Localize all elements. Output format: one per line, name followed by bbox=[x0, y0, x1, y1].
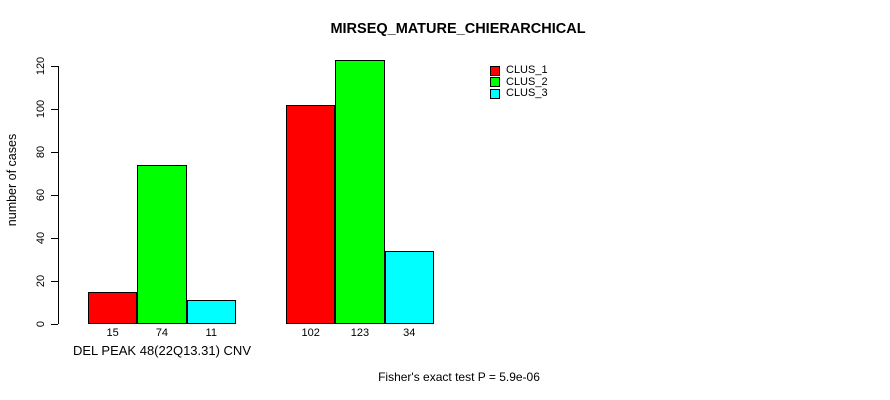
legend-item: CLUS_2 bbox=[490, 75, 548, 89]
y-tick-mark bbox=[51, 65, 58, 67]
bar-clus_1-group1 bbox=[88, 291, 138, 324]
bar-clus_3-group1 bbox=[186, 300, 236, 324]
y-tick-mark bbox=[51, 194, 58, 196]
chart-title: MIRSEQ_MATURE_CHIERARCHICAL bbox=[330, 21, 586, 37]
y-tick-mark bbox=[51, 151, 58, 153]
bar-value-label: 123 bbox=[350, 327, 370, 339]
legend-label: CLUS_1 bbox=[506, 64, 548, 77]
x-axis-label: DEL PEAK 48(22Q13.31) CNV bbox=[73, 343, 251, 358]
bar-clus_3-group2 bbox=[384, 250, 434, 324]
y-tick-label: 40 bbox=[35, 231, 47, 245]
bar-value-label: 74 bbox=[155, 327, 169, 339]
bar-value-label: 102 bbox=[301, 327, 320, 339]
y-tick-label: 0 bbox=[35, 320, 47, 328]
legend-label: CLUS_3 bbox=[506, 87, 548, 100]
legend-swatch-clus_2 bbox=[490, 77, 500, 88]
y-tick-mark bbox=[51, 323, 58, 325]
legend-item: CLUS_3 bbox=[490, 88, 548, 100]
legend: CLUS_1 CLUS_2 CLUS_3 bbox=[490, 65, 548, 100]
legend-swatch-clus_3 bbox=[490, 88, 500, 99]
y-axis-label: number of cases bbox=[5, 133, 19, 227]
bar-clus_2-group1 bbox=[137, 164, 187, 324]
y-tick-label: 60 bbox=[35, 188, 47, 202]
y-tick-mark bbox=[51, 280, 58, 282]
y-tick-mark bbox=[51, 108, 58, 110]
bar-value-label: 34 bbox=[403, 327, 416, 339]
y-axis-line bbox=[58, 66, 59, 324]
y-tick-label: 100 bbox=[35, 99, 47, 119]
legend-item: CLUS_1 bbox=[490, 65, 548, 77]
legend-swatch-clus_1 bbox=[490, 65, 500, 76]
y-tick-label: 20 bbox=[35, 274, 47, 288]
legend-label: CLUS_2 bbox=[506, 75, 548, 88]
bar-value-label: 11 bbox=[205, 327, 217, 339]
bar-clus_2-group2 bbox=[335, 59, 385, 324]
y-tick-mark bbox=[51, 237, 58, 239]
bar-value-label: 15 bbox=[106, 327, 119, 339]
y-tick-label: 120 bbox=[35, 56, 47, 76]
y-tick-label: 80 bbox=[35, 145, 47, 159]
bar-clus_1-group2 bbox=[286, 104, 336, 324]
fisher-test-caption: Fisher's exact test P = 5.9e-06 bbox=[378, 370, 540, 384]
